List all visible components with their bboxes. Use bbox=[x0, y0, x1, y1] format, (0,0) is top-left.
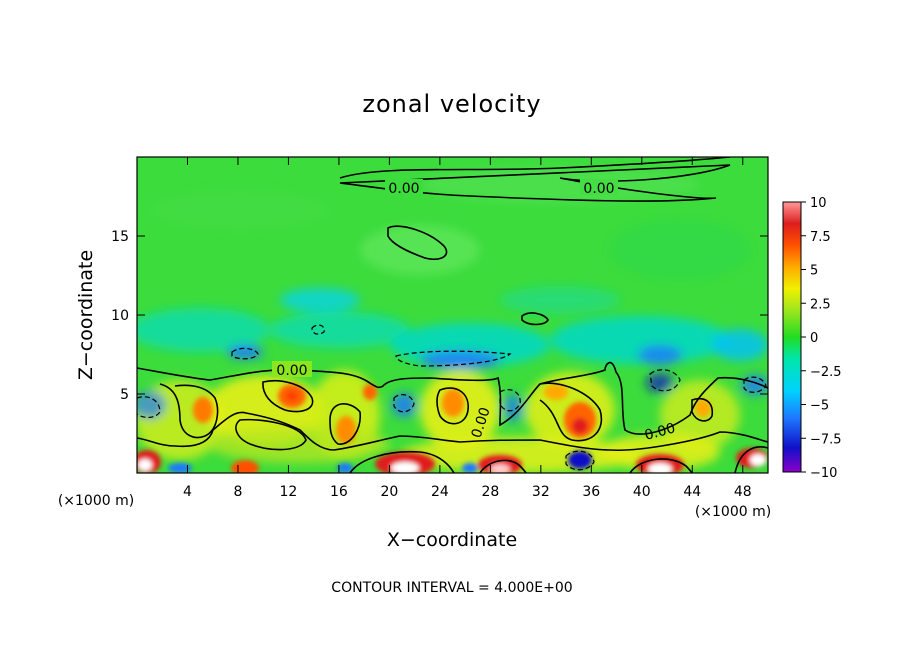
x-tick-label: 16 bbox=[330, 484, 348, 500]
x-tick-label: 44 bbox=[683, 484, 701, 500]
contour-label: 0.00 bbox=[388, 181, 419, 197]
y-tick-label: 5 bbox=[120, 387, 129, 403]
contour-interval-note: CONTOUR INTERVAL = 4.000E+00 bbox=[331, 580, 572, 596]
zero-contour-b1 bbox=[159, 383, 219, 439]
y-tick-label: 15 bbox=[111, 229, 129, 245]
colorbar-tick-label: −10 bbox=[810, 466, 837, 481]
zero-contour-b4 bbox=[235, 418, 307, 451]
contour-label: 0.00 bbox=[643, 420, 677, 444]
y-axis-label: Z−coordinate bbox=[75, 250, 97, 380]
x-tick-label: 40 bbox=[633, 484, 651, 500]
colorbar: 10 7.5 5 2.5 0 −2.5 −5 −7.5 −10 bbox=[782, 196, 842, 481]
colorbar-tick-label: 7.5 bbox=[810, 230, 831, 245]
x-tick-label: 8 bbox=[233, 484, 242, 500]
colorbar-tick-label: 10 bbox=[810, 196, 827, 211]
x-unit-left: (×1000 m) bbox=[58, 493, 134, 509]
x-tick-label: 4 bbox=[183, 484, 192, 500]
zero-contour-small bbox=[521, 312, 549, 326]
x-tick-label: 20 bbox=[380, 484, 398, 500]
y-axis: 5 10 15 bbox=[111, 229, 768, 403]
colorbar-tick-label: 0 bbox=[810, 331, 818, 346]
colorbar-gradient bbox=[782, 201, 802, 473]
colorbar-tick-label: −5 bbox=[810, 399, 829, 414]
zero-contour-bot bbox=[349, 446, 768, 473]
contour-label: 0.00 bbox=[276, 363, 307, 379]
x-axis: 4 8 12 16 20 24 28 32 36 40 44 48 bbox=[183, 157, 752, 500]
x-tick-label: 36 bbox=[582, 484, 600, 500]
colorbar-tick-label: 5 bbox=[810, 264, 818, 279]
x-unit-right: (×1000 m) bbox=[695, 504, 771, 520]
x-tick-label: 28 bbox=[481, 484, 499, 500]
x-tick-label: 12 bbox=[280, 484, 298, 500]
zero-contour-b2 bbox=[262, 380, 314, 413]
x-axis-label: X−coordinate bbox=[387, 529, 517, 551]
x-tick-label: 32 bbox=[532, 484, 550, 500]
y-tick-label: 10 bbox=[111, 308, 129, 324]
colorbar-tick-label: −2.5 bbox=[810, 365, 842, 380]
zero-contour-blob bbox=[387, 225, 448, 261]
colorbar-tick-label: −7.5 bbox=[810, 432, 842, 447]
x-tick-label: 48 bbox=[734, 484, 752, 500]
colorbar-tick-label: 2.5 bbox=[810, 297, 831, 312]
contour-labels: 0.00 0.00 0.00 0.00 0.00 bbox=[272, 179, 677, 444]
zero-contour-b7 bbox=[691, 398, 714, 422]
zero-contour-b5 bbox=[436, 387, 469, 425]
colorbar-ticks: 10 7.5 5 2.5 0 −2.5 −5 −7.5 −10 bbox=[801, 196, 842, 481]
zero-contour-b6 bbox=[539, 382, 603, 442]
zero-contour-b3 bbox=[329, 403, 361, 445]
x-tick-label: 24 bbox=[431, 484, 449, 500]
chart-title: zonal velocity bbox=[362, 90, 541, 118]
contour-label: 0.00 bbox=[583, 181, 614, 197]
